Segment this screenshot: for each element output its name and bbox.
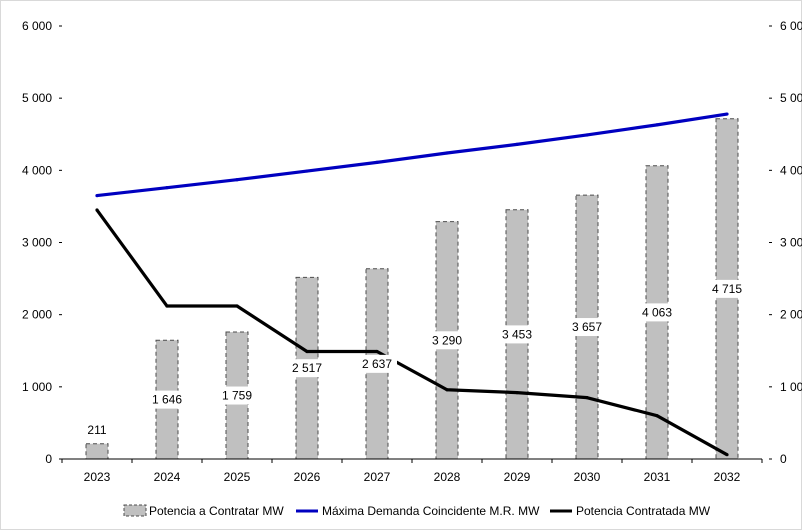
y-axis-left: 0 1 000 2 000 3 000 4 000 5 000 6 000 — [22, 19, 62, 466]
max-demand-point-2026 — [305, 169, 309, 173]
x-tick-label-2029: 2029 — [504, 470, 531, 484]
contracted-power-line — [95, 209, 728, 457]
y-tick-label-right: 6 000 — [780, 19, 802, 33]
contracted-power-point-2031 — [655, 414, 659, 418]
contracted-power-point-2030 — [585, 396, 589, 400]
max-demand-point-2025 — [235, 178, 239, 182]
max-demand-point-2027 — [375, 160, 379, 164]
y-tick-label-left: 2 000 — [22, 308, 52, 322]
legend-label-contracted: Potencia Contratada MW — [576, 504, 711, 518]
y-tick-label-right: 3 000 — [780, 236, 802, 250]
x-tick-label-2032: 2032 — [714, 470, 741, 484]
data-labels: 211 1 646 1 759 2 517 2 637 3 290 3 453 3 657 4 … — [87, 279, 747, 437]
y-tick-label-left: 3 000 — [22, 236, 52, 250]
bar-2023 — [85, 443, 109, 460]
max-demand-point-2029 — [515, 142, 519, 146]
x-tick-label-2031: 2031 — [644, 470, 671, 484]
data-label-2023: 211 — [87, 423, 106, 437]
data-label-bg-2031 — [637, 303, 677, 322]
legend-label-max-demand: Máxima Demanda Coincidente M.R. MW — [322, 504, 540, 518]
data-label-2027: 2 637 — [362, 357, 392, 371]
data-label-2032: 4 715 — [712, 282, 742, 296]
max-demand-point-2031 — [655, 123, 659, 127]
contracted-power-point-2024 — [165, 304, 169, 308]
x-tick-label-2026: 2026 — [294, 470, 321, 484]
data-label-2025: 1 759 — [222, 389, 252, 403]
y-axis-right: 0 1 000 2 000 3 000 4 000 5 000 6 000 — [769, 19, 802, 466]
data-label-2026: 2 517 — [292, 361, 322, 375]
y-tick-label-right: 5 000 — [780, 91, 802, 105]
y-tick-label-left: 0 — [45, 452, 52, 466]
data-label-bg-2030 — [567, 318, 607, 337]
y-tick-label-right: 4 000 — [780, 163, 802, 177]
legend: Potencia a Contratar MW Máxima Demanda Co… — [123, 504, 711, 518]
y-tick-label-left: 1 000 — [22, 380, 52, 394]
data-label-bg-2027 — [357, 354, 397, 373]
data-label-bg-2025 — [217, 386, 257, 405]
y-tick-label-right: 2 000 — [780, 308, 802, 322]
y-tick-label-left: 6 000 — [22, 19, 52, 33]
data-label-bg-2029 — [497, 325, 537, 344]
max-demand-line — [96, 112, 728, 198]
line-series — [95, 112, 729, 457]
data-label-bg-2028 — [427, 331, 467, 350]
y-tick-label-left: 5 000 — [22, 91, 52, 105]
x-axis: 2023 2024 2025 2026 2027 2028 2029 2030 2031 2032 — [61, 458, 763, 484]
contracted-power-point-2027 — [375, 349, 379, 354]
legend-swatch-bars — [123, 504, 147, 517]
contracted-power-point-2023 — [95, 208, 99, 212]
max-demand-point-2030 — [585, 133, 589, 137]
y-tick-label-right: 1 000 — [780, 380, 802, 394]
x-tick-label-2028: 2028 — [434, 470, 461, 484]
data-label-2024: 1 646 — [152, 393, 182, 407]
data-label-2030: 3 657 — [572, 320, 602, 334]
x-tick-label-2023: 2023 — [84, 470, 111, 484]
contracted-power-point-2032 — [725, 453, 729, 457]
max-demand-point-2024 — [165, 186, 169, 190]
data-label-2029: 3 453 — [502, 327, 532, 341]
max-demand-point-2023 — [95, 193, 99, 198]
contracted-power-point-2025 — [235, 304, 239, 308]
x-tick-label-2030: 2030 — [574, 470, 601, 484]
data-label-bg-2026 — [287, 359, 327, 378]
x-tick-label-2025: 2025 — [224, 470, 251, 484]
max-demand-point-2032 — [725, 112, 729, 116]
y-tick-label-right: 0 — [780, 452, 787, 466]
y-tick-label-left: 4 000 — [22, 163, 52, 177]
contracted-power-point-2026 — [305, 349, 309, 354]
data-label-2028: 3 290 — [432, 333, 462, 347]
data-label-bg-2032 — [707, 279, 747, 298]
contracted-power-point-2028 — [445, 388, 449, 392]
max-demand-point-2028 — [445, 151, 449, 155]
contracted-power-point-2029 — [515, 391, 519, 395]
x-tick-label-2027: 2027 — [364, 470, 391, 484]
data-label-bg-2024 — [147, 390, 187, 409]
data-label-2031: 4 063 — [642, 305, 672, 319]
legend-label-bars: Potencia a Contratar MW — [149, 504, 284, 518]
x-tick-label-2024: 2024 — [154, 470, 181, 484]
